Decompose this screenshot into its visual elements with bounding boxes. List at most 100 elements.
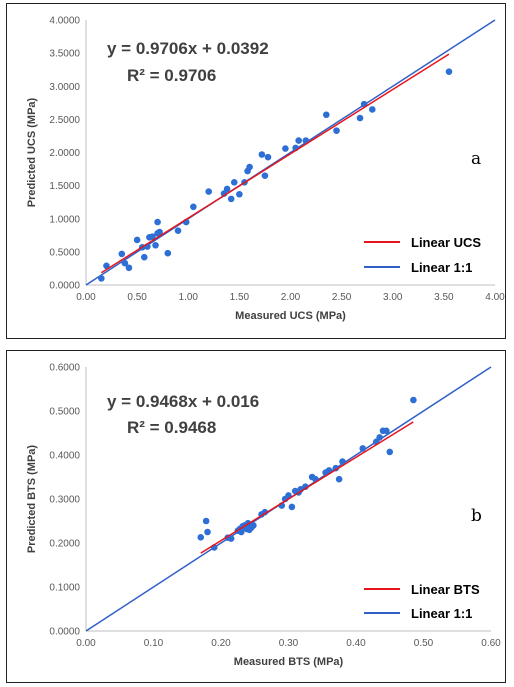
data-point	[156, 228, 163, 236]
data-point	[98, 275, 105, 282]
data-point	[246, 163, 253, 171]
data-point	[261, 172, 269, 179]
y-tick-label: 2.5000	[49, 115, 80, 126]
data-point	[202, 517, 210, 525]
data-point	[369, 106, 376, 113]
x-tick-label: 4.00	[485, 292, 505, 303]
data-point	[356, 114, 364, 122]
y-tick-label: 0.0000	[49, 627, 80, 638]
x-tick-label: 0.10	[144, 638, 164, 649]
data-point	[140, 253, 148, 261]
panel-letter: b	[471, 506, 482, 526]
data-point	[125, 264, 133, 272]
chart-panel-ucs: 0.0000 0.5000 1.0000 1.5000 2.0000 2.5000 3.00…	[6, 3, 506, 339]
y-tick-label: 0.6000	[49, 363, 80, 374]
data-point	[322, 111, 330, 119]
data-point	[190, 203, 197, 211]
y-tick-label: 1.0000	[49, 214, 80, 225]
x-tick-label: 0.50	[127, 292, 147, 303]
x-tick-label: 2.50	[332, 292, 352, 303]
x-tick-label: 0.50	[414, 638, 434, 649]
regression-equation: y = 0.9468x + 0.016	[107, 392, 259, 411]
x-tick-label: 1.00	[179, 292, 199, 303]
data-point	[133, 236, 141, 244]
data-point	[386, 448, 394, 456]
data-point	[332, 464, 340, 472]
legend-label: Linear 1:1	[411, 260, 472, 275]
data-point	[152, 241, 159, 249]
x-tick-label: 0.00	[76, 638, 96, 649]
y-tick-label: 3.5000	[49, 49, 80, 60]
y-tick-label: 0.5000	[49, 407, 80, 418]
data-point	[302, 137, 310, 144]
legend-label: Linear BTS	[411, 582, 480, 597]
y-tick-label: 4.0000	[49, 16, 80, 27]
data-point	[197, 533, 205, 541]
data-point	[445, 68, 453, 75]
x-tick-label: 1.50	[230, 292, 250, 303]
data-point	[333, 127, 340, 134]
data-point	[154, 218, 161, 226]
chart-panel-bts: 0.0000 0.1000 0.2000 0.3000 0.4000 0.5000 0.60…	[6, 350, 506, 683]
x-tick-label: 0.30	[279, 638, 299, 649]
y-tick-label: 0.2000	[49, 539, 80, 550]
y-tick-label: 0.5000	[49, 247, 80, 258]
data-point	[223, 185, 231, 193]
y-tick-label: 3.0000	[49, 82, 80, 93]
identity-line	[85, 19, 496, 286]
data-point	[295, 137, 302, 144]
data-point	[121, 259, 129, 267]
trend-line	[100, 53, 450, 274]
legend-label: Linear 1:1	[411, 606, 472, 621]
data-point	[164, 249, 172, 257]
r-squared-label: R² = 0.9706	[127, 66, 216, 85]
data-point	[325, 467, 333, 474]
data-point	[230, 179, 238, 186]
x-axis-title: Measured BTS (MPa)	[234, 656, 344, 668]
x-tick-label: 0.60	[481, 638, 501, 649]
data-point	[339, 458, 346, 465]
data-point	[227, 195, 235, 203]
data-point	[204, 528, 211, 536]
panel-letter: a	[471, 149, 481, 169]
y-tick-label: 0.4000	[49, 451, 80, 462]
data-point	[149, 233, 156, 240]
y-tick-label: 0.0000	[49, 281, 80, 292]
data-point	[250, 522, 257, 529]
data-point	[335, 475, 343, 483]
y-axis-title: Predicted BTS (MPa)	[26, 445, 38, 554]
data-point	[288, 503, 296, 511]
data-point	[410, 396, 417, 404]
legend-label: Linear UCS	[411, 235, 481, 250]
y-axis-title: Predicted UCS (MPa)	[26, 97, 38, 207]
data-point	[227, 535, 235, 542]
x-tick-label: 2.00	[281, 292, 301, 303]
ucs-scatter-chart: 0.0000 0.5000 1.0000 1.5000 2.0000 2.5000 3.00…	[26, 16, 505, 323]
data-point	[118, 250, 126, 258]
data-point	[103, 262, 110, 270]
trend-line	[200, 421, 414, 554]
data-point	[359, 445, 367, 452]
data-point	[282, 145, 289, 152]
data-point	[383, 427, 390, 435]
y-tick-label: 1.5000	[49, 181, 80, 192]
bts-scatter-chart: 0.0000 0.1000 0.2000 0.3000 0.4000 0.5000 0.60…	[26, 363, 501, 669]
x-tick-label: 0.40	[346, 638, 366, 649]
x-tick-label: 3.50	[434, 292, 454, 303]
data-point	[376, 434, 383, 441]
data-point	[174, 227, 182, 234]
x-axis-title: Measured UCS (MPa)	[235, 310, 346, 322]
data-point	[236, 190, 243, 198]
regression-equation: y = 0.9706x + 0.0392	[107, 39, 269, 58]
y-tick-label: 0.3000	[49, 495, 80, 506]
x-tick-label: 0.00	[76, 292, 96, 303]
x-tick-label: 3.00	[383, 292, 403, 303]
r-squared-label: R² = 0.9468	[127, 418, 216, 437]
data-point	[205, 188, 212, 195]
data-point	[237, 528, 245, 536]
y-tick-label: 2.0000	[49, 148, 80, 159]
data-point	[258, 151, 266, 158]
data-point	[264, 153, 272, 161]
x-tick-label: 0.20	[211, 638, 231, 649]
y-tick-label: 0.1000	[49, 583, 80, 594]
